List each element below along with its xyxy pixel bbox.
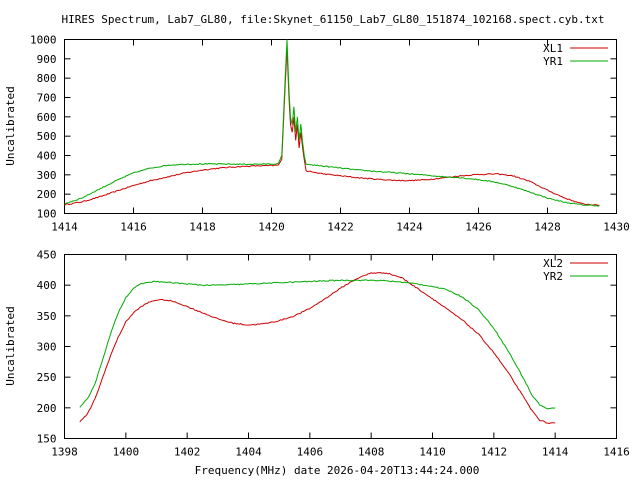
y-tick-label: 500	[37, 130, 57, 143]
x-tick-label: 1398	[51, 446, 78, 459]
series-line-xl2	[79, 271, 556, 425]
x-tick-label: 1408	[358, 446, 385, 459]
x-tick-label: 1414	[542, 446, 569, 459]
top-chart-frame	[64, 39, 617, 214]
y-tick-label: 150	[37, 433, 57, 446]
y-tick-label: 200	[37, 402, 57, 415]
series-line-yr2	[79, 279, 556, 410]
y-tick-label: 400	[37, 279, 57, 292]
y-tick-label: 700	[37, 92, 57, 105]
legend-label-yr2: YR2	[543, 270, 563, 283]
legend-label-xl2: XL2	[543, 257, 563, 270]
x-tick-label: 1406	[297, 446, 324, 459]
y-tick-label: 100	[37, 208, 57, 221]
x-tick-label: 1410	[419, 446, 446, 459]
y-tick-label: 1000	[30, 34, 57, 47]
y-tick-label: 800	[37, 72, 57, 85]
x-tick-label: 1416	[603, 446, 630, 459]
x-tick-label: 1402	[174, 446, 201, 459]
x-axis-label: Frequency(MHz) date 2026-04-20T13:44:24.…	[195, 464, 480, 477]
x-tick-label: 1404	[235, 446, 262, 459]
y-tick-label: 250	[37, 371, 57, 384]
figure-title: HIRES Spectrum, Lab7_GL80, file:Skynet_6…	[61, 13, 604, 26]
bottom-chart-series	[79, 271, 556, 425]
series-line-yr1	[64, 39, 600, 207]
y-tick-label: 400	[37, 150, 57, 163]
x-tick-label: 1414	[51, 221, 78, 234]
x-tick-label: 1428	[534, 221, 561, 234]
y-tick-label: 450	[37, 249, 57, 262]
y-tick-label: 300	[37, 169, 57, 182]
bottom-chart-ylabel: Uncalibrated	[4, 306, 17, 385]
bottom-chart-ticks: 1398 1400 1402 1404 1406 1408 1410 1412 1414 1416…	[37, 249, 630, 459]
bottom-chart-legend: XL2 YR2	[543, 257, 608, 283]
top-chart-series	[64, 39, 600, 207]
legend-label-yr1: YR1	[543, 55, 563, 68]
x-tick-label: 1418	[189, 221, 216, 234]
y-tick-label: 350	[37, 310, 57, 323]
bottom-chart: Uncalibrated 1398 1400 1402 1404 1406 1408 141…	[4, 249, 630, 459]
x-tick-label: 1420	[258, 221, 285, 234]
y-tick-label: 300	[37, 341, 57, 354]
legend-label-xl1: XL1	[543, 42, 563, 55]
top-chart-legend: XL1 YR1	[543, 42, 608, 68]
top-chart-ylabel: Uncalibrated	[4, 86, 17, 165]
y-tick-label: 900	[37, 53, 57, 66]
series-line-xl1	[64, 47, 600, 206]
x-tick-label: 1426	[465, 221, 492, 234]
x-tick-label: 1430	[603, 221, 630, 234]
x-tick-label: 1400	[113, 446, 140, 459]
x-tick-label: 1416	[120, 221, 147, 234]
x-tick-label: 1424	[396, 221, 423, 234]
y-tick-label: 600	[37, 111, 57, 124]
top-chart: Uncalibrated 1414 1416 1418 1420 1422 1424 142…	[4, 34, 630, 234]
top-chart-ticks: 1414 1416 1418 1420 1422 1424 1426 1428 1430 100 2…	[30, 34, 630, 234]
y-tick-label: 200	[37, 188, 57, 201]
x-tick-label: 1422	[327, 221, 354, 234]
x-tick-label: 1412	[481, 446, 508, 459]
